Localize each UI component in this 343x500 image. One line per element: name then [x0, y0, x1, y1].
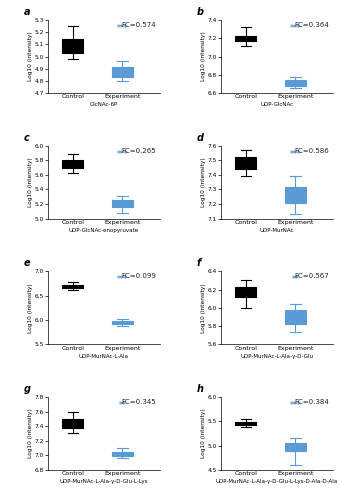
Y-axis label: Log10 (intensity): Log10 (intensity) [28, 32, 33, 82]
Text: b: b [197, 7, 203, 17]
Text: ***: *** [290, 401, 301, 410]
Text: h: h [197, 384, 203, 394]
Text: FC=0.364: FC=0.364 [295, 22, 329, 28]
Text: FC=0.345: FC=0.345 [122, 399, 156, 405]
Text: a: a [23, 7, 30, 17]
PathPatch shape [62, 160, 83, 168]
X-axis label: UDP-MurNAc-L-Ala-γ-D-Glu-L-Lys: UDP-MurNAc-L-Ala-γ-D-Glu-L-Lys [60, 479, 148, 484]
X-axis label: UDP-GlcNAc-enopyruvate: UDP-GlcNAc-enopyruvate [69, 228, 139, 233]
Y-axis label: Log10 (intensity): Log10 (intensity) [201, 32, 206, 82]
Text: ***: *** [117, 150, 128, 159]
Y-axis label: Log10 (intensity): Log10 (intensity) [28, 158, 33, 207]
PathPatch shape [235, 158, 256, 169]
X-axis label: UDP-MurNAc-L-Ala: UDP-MurNAc-L-Ala [79, 354, 129, 358]
Y-axis label: Log10 (intensity): Log10 (intensity) [201, 408, 206, 459]
Text: f: f [197, 258, 201, 268]
X-axis label: GlcNAc-6P: GlcNAc-6P [90, 102, 118, 107]
Text: **: ** [119, 401, 126, 410]
X-axis label: UDP-MurNAc-L-Ala-γ-D-Glu-L-Lys-D-Ala-D-Ala: UDP-MurNAc-L-Ala-γ-D-Glu-L-Lys-D-Ala-D-A… [216, 479, 338, 484]
Text: e: e [23, 258, 30, 268]
PathPatch shape [285, 443, 306, 452]
X-axis label: UDP-MurNAc: UDP-MurNAc [260, 228, 294, 233]
PathPatch shape [235, 287, 256, 297]
PathPatch shape [112, 200, 133, 207]
Text: **: ** [292, 276, 299, 284]
Y-axis label: Log10 (intensity): Log10 (intensity) [201, 158, 206, 207]
X-axis label: UDP-GlcNAc: UDP-GlcNAc [260, 102, 294, 107]
Text: FC=0.265: FC=0.265 [122, 148, 156, 154]
PathPatch shape [112, 321, 133, 324]
PathPatch shape [112, 68, 133, 77]
Y-axis label: Log10 (intensity): Log10 (intensity) [28, 283, 33, 333]
Text: FC=0.099: FC=0.099 [121, 274, 156, 280]
Text: ***: *** [290, 150, 301, 159]
Text: FC=0.384: FC=0.384 [295, 399, 329, 405]
PathPatch shape [112, 452, 133, 456]
Text: FC=0.574: FC=0.574 [122, 22, 156, 28]
PathPatch shape [235, 36, 256, 41]
Text: c: c [23, 132, 29, 142]
Text: FC=0.567: FC=0.567 [295, 274, 329, 280]
X-axis label: UDP-MurNAc-L-Ala-γ-D-Glu: UDP-MurNAc-L-Ala-γ-D-Glu [240, 354, 314, 358]
PathPatch shape [285, 310, 306, 324]
Y-axis label: Log10 (intensity): Log10 (intensity) [28, 408, 33, 459]
PathPatch shape [62, 285, 83, 288]
Y-axis label: Log10 (intensity): Log10 (intensity) [201, 283, 206, 333]
Text: g: g [23, 384, 31, 394]
PathPatch shape [62, 40, 83, 53]
PathPatch shape [285, 80, 306, 86]
Text: d: d [197, 132, 203, 142]
Text: ***: *** [290, 24, 301, 33]
Text: FC=0.586: FC=0.586 [295, 148, 329, 154]
PathPatch shape [235, 422, 256, 425]
PathPatch shape [285, 186, 306, 202]
PathPatch shape [62, 419, 83, 428]
Text: ***: *** [117, 24, 128, 33]
Text: ***: *** [117, 276, 128, 284]
